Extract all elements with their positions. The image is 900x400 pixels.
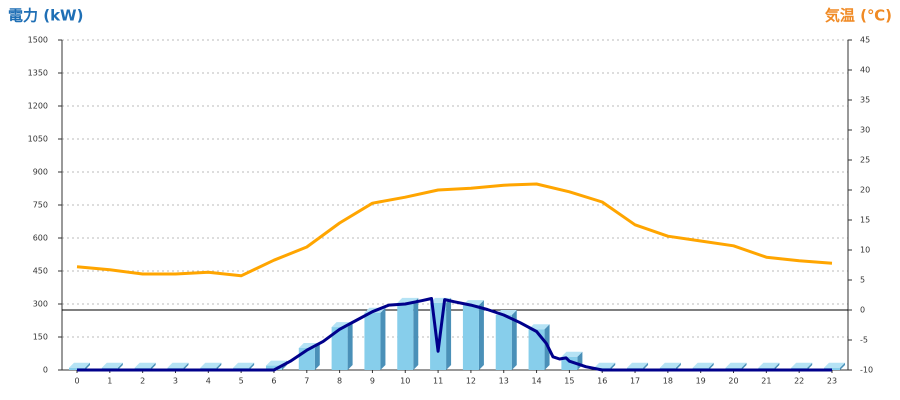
x-tick-label: 13 xyxy=(499,377,509,386)
bar xyxy=(462,305,479,370)
bar-side xyxy=(85,362,90,370)
bar-side xyxy=(150,362,156,370)
y2-tick-label: 0 xyxy=(860,306,865,315)
x-tick-label: 7 xyxy=(304,377,309,386)
bar-side xyxy=(643,362,649,370)
bar-top xyxy=(69,362,90,368)
bar-side xyxy=(610,362,616,370)
bar-top xyxy=(725,362,747,368)
y-tick-label: 0 xyxy=(43,366,48,375)
x-tick-label: 0 xyxy=(74,377,79,386)
y2-tick-label: 5 xyxy=(860,276,865,285)
line xyxy=(77,297,832,372)
x-tick-label: 14 xyxy=(531,377,541,386)
x-tick-label: 10 xyxy=(400,377,410,386)
bar-side xyxy=(478,300,484,370)
bar xyxy=(364,312,381,370)
y-tick-label: 600 xyxy=(33,234,48,243)
bar-top xyxy=(824,362,845,368)
bar xyxy=(331,327,348,370)
bar-side xyxy=(511,310,517,370)
x-tick-label: 12 xyxy=(466,377,476,386)
bar xyxy=(495,315,512,370)
bar xyxy=(561,356,578,370)
x-tick-label: 9 xyxy=(370,377,375,386)
y-tick-label: 1050 xyxy=(28,135,48,144)
x-tick-label: 21 xyxy=(761,377,771,386)
bar-top xyxy=(167,362,189,368)
bar-side xyxy=(675,362,681,370)
x-tick-label: 15 xyxy=(564,377,574,386)
y2-tick-label: -5 xyxy=(860,336,868,345)
bar-top xyxy=(692,362,714,368)
bar-top xyxy=(233,362,255,368)
bar-top xyxy=(627,362,649,368)
x-tick-label: 22 xyxy=(794,377,804,386)
x-tick-label: 1 xyxy=(107,377,112,386)
bar-side xyxy=(840,362,845,370)
bar-side xyxy=(807,362,813,370)
x-tick-label: 2 xyxy=(140,377,145,386)
bar-top xyxy=(200,362,222,368)
y-tick-label: 900 xyxy=(33,168,48,177)
x-tick-label: 6 xyxy=(271,377,276,386)
y2-tick-label: 35 xyxy=(860,96,870,105)
x-tick-label: 16 xyxy=(597,377,607,386)
x-tick-label: 4 xyxy=(206,377,211,386)
y-tick-label: 1200 xyxy=(28,102,48,111)
x-tick-label: 17 xyxy=(630,377,640,386)
bar-top xyxy=(659,362,681,368)
x-tick-label: 20 xyxy=(728,377,738,386)
bar-side xyxy=(249,362,255,370)
x-tick-label: 19 xyxy=(696,377,706,386)
bar-side xyxy=(413,297,419,370)
x-tick-label: 18 xyxy=(663,377,673,386)
bar xyxy=(528,329,545,370)
bar-top xyxy=(561,351,583,357)
bar-top xyxy=(791,362,813,368)
bar-side xyxy=(183,362,189,370)
y2-tick-label: 20 xyxy=(860,186,870,195)
y-tick-label: 1500 xyxy=(28,36,48,45)
bar-side xyxy=(741,362,747,370)
x-tick-label: 3 xyxy=(173,377,178,386)
x-tick-label: 5 xyxy=(239,377,244,386)
y-tick-label: 300 xyxy=(33,300,48,309)
bar-side xyxy=(380,307,386,370)
y2-axis-title: 気温 (℃) xyxy=(825,7,892,25)
y-tick-label: 1350 xyxy=(28,69,48,78)
x-tick-label: 11 xyxy=(433,377,443,386)
y-tick-label: 750 xyxy=(33,201,48,210)
bar-side xyxy=(774,362,780,370)
line xyxy=(76,182,833,278)
bar xyxy=(397,302,414,370)
x-tick-label: 8 xyxy=(337,377,342,386)
bar xyxy=(265,365,282,370)
y2-tick-label: 45 xyxy=(860,36,870,45)
bar-side xyxy=(117,362,123,370)
bar-top xyxy=(101,362,123,368)
y-axis-title: 電力 (kW) xyxy=(8,7,83,25)
bar-side xyxy=(216,362,222,370)
bar-top xyxy=(594,362,616,368)
y2-tick-label: -10 xyxy=(860,366,873,375)
bar-side xyxy=(347,322,353,370)
bar-top xyxy=(758,362,780,368)
bar-top xyxy=(134,362,156,368)
y2-tick-label: 10 xyxy=(860,246,870,255)
bar-side xyxy=(708,362,714,370)
x-tick-label: 23 xyxy=(827,377,837,386)
bar-top xyxy=(528,324,550,330)
y-tick-label: 150 xyxy=(33,333,48,342)
bar-side xyxy=(314,343,320,370)
y2-tick-label: 40 xyxy=(860,66,870,75)
y-tick-label: 450 xyxy=(33,267,48,276)
y2-tick-label: 30 xyxy=(860,126,870,135)
y2-tick-label: 15 xyxy=(860,216,870,225)
bar-side xyxy=(446,297,452,370)
y2-tick-label: 25 xyxy=(860,156,870,165)
